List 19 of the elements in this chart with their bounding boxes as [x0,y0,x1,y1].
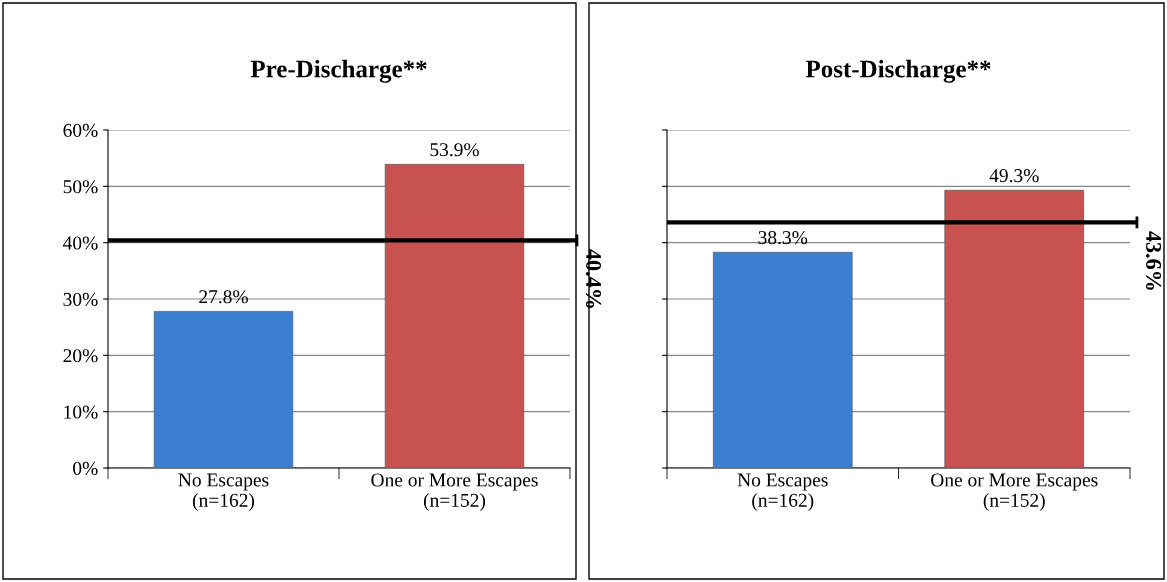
y-tick-label: 20% [63,349,98,363]
data-label: 53.9% [430,143,479,157]
y-tick-label: 50% [63,180,98,194]
y-tick-label: 0% [73,461,98,475]
legend-label: 40.4% [585,249,602,308]
data-label: 49.3% [989,169,1039,183]
y-tick-label: 60% [63,123,98,137]
y-tick-label: 10% [64,405,98,419]
legend-label: 43.6% [1145,231,1162,290]
chart-title: Post-Discharge** [805,59,991,83]
x-tick-label: One or More Escapes (n=152) [931,473,1098,511]
data-label: 27.8% [199,290,248,304]
data-label: 38.3% [758,231,808,245]
y-tick-label: 40% [63,236,98,250]
chart-title: Pre-Discharge** [250,59,427,83]
x-tick-label: One or More Escapes (n=152) [371,473,538,511]
x-tick-label: No Escapes (n=162) [178,473,269,511]
x-tick-label: No Escapes (n=162) [737,473,828,511]
y-tick-label: 30% [63,292,98,306]
